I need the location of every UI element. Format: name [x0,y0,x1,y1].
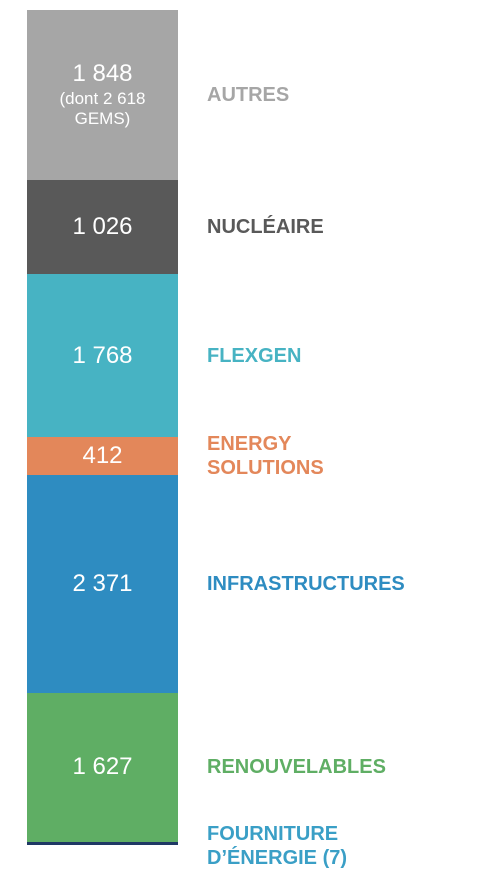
value-label: 1 768 [27,341,178,369]
value-label: 1 848 (dont 2 618 GEMS) [27,59,178,129]
value-text: 1 026 [72,213,133,241]
bar-segment [27,179,178,275]
value-text: 1 848 [72,59,133,87]
bar-segment [27,274,178,437]
value-text: 2 371 [72,569,133,597]
value-text: 412 [82,441,123,469]
series-label: FOURNITURE D’ÉNERGIE (7) [207,823,348,870]
series-label: AUTRES [207,83,290,106]
series-label: NUCLÉAIRE [207,216,324,239]
value-note: (dont 2 618 GEMS) [59,88,146,128]
value-label: 412 [27,441,178,469]
series-label: INFRASTRUCTURES [207,572,405,595]
series-label: ENERGY SOLUTIONS [207,432,324,479]
value-text: 1 768 [72,341,133,369]
series-label: FLEXGEN [207,344,302,367]
value-label: 1 026 [27,214,178,240]
value-label: 2 371 [27,569,178,597]
value-label: 1 627 [27,754,178,780]
bar-segment [27,474,178,693]
bar-segment [27,436,178,475]
value-text: 1 627 [72,753,133,781]
bar-segment [27,842,178,845]
series-label: RENOUVELABLES [207,756,386,779]
bar-segment [27,10,178,180]
bar-segment [27,692,178,843]
